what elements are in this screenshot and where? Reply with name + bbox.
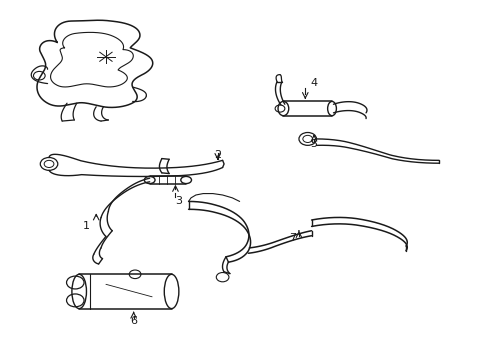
Text: 5: 5 <box>310 139 317 149</box>
Text: 7: 7 <box>289 233 296 243</box>
Text: 4: 4 <box>310 78 317 88</box>
Text: 6: 6 <box>130 316 137 326</box>
Text: 3: 3 <box>175 197 182 206</box>
Text: 1: 1 <box>83 221 90 231</box>
Text: 2: 2 <box>214 150 221 160</box>
